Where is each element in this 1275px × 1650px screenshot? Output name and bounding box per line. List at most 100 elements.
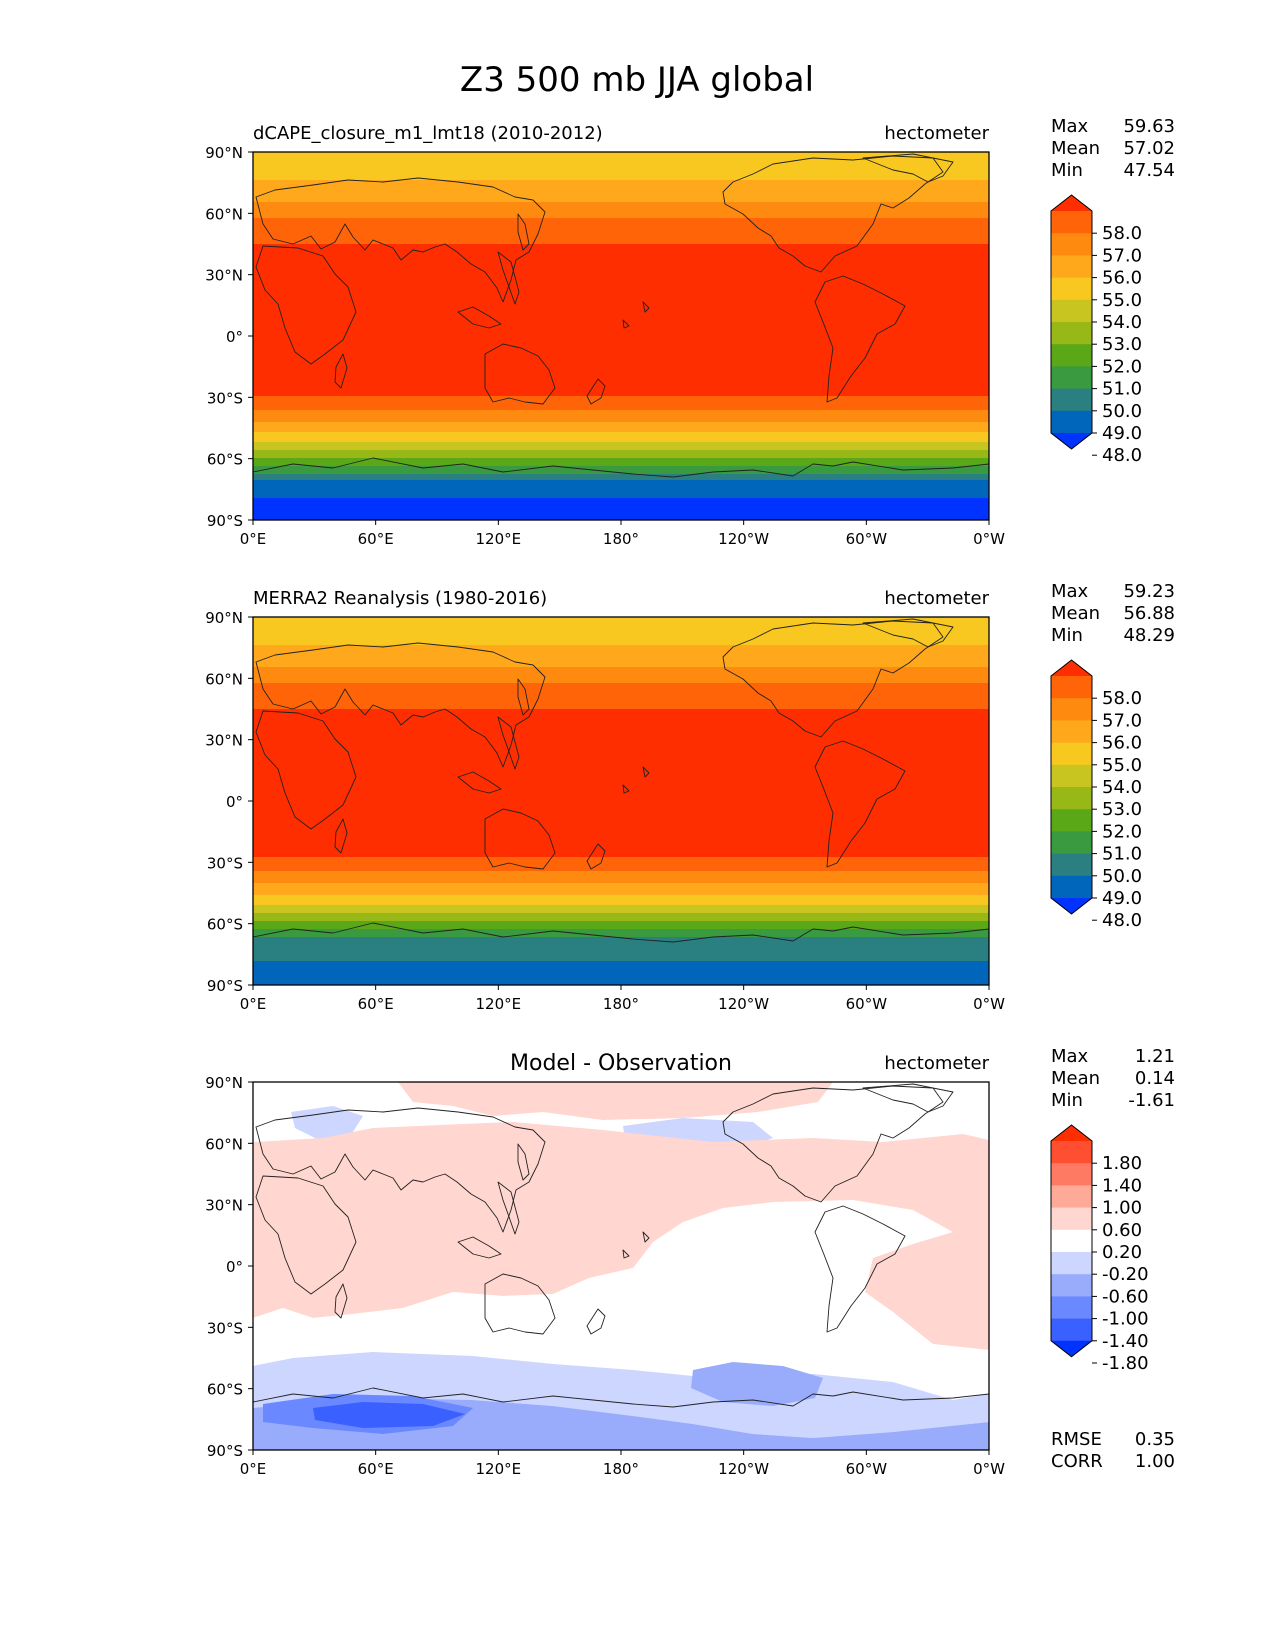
colorbar-extend-min bbox=[1051, 1340, 1092, 1357]
colorbar-segment bbox=[1051, 277, 1092, 301]
stat-label: RMSE bbox=[1051, 1429, 1102, 1450]
x-tick-label: 0°E bbox=[240, 1460, 267, 1478]
stat-value: 1.21 bbox=[1135, 1046, 1175, 1067]
colorbar-segment bbox=[1051, 676, 1092, 699]
y-tick-label: 30°S bbox=[207, 854, 243, 872]
colorbar-tick-label: 57.0 bbox=[1102, 245, 1142, 266]
colorbar: 48.049.050.051.052.053.054.055.056.057.0… bbox=[1050, 194, 1142, 466]
colorbar-tick-label: -1.80 bbox=[1102, 1353, 1149, 1374]
colorbar-segment bbox=[1051, 1185, 1092, 1209]
y-tick-label: 90°S bbox=[207, 512, 243, 530]
contour-band bbox=[253, 709, 989, 858]
map-panel-2: MERRA2 Reanalysis (1980-2016) hectometer 0… bbox=[205, 581, 1175, 1013]
colorbar-extend-max bbox=[1051, 660, 1092, 676]
stat-label: Max bbox=[1051, 116, 1089, 137]
contour-band bbox=[253, 218, 989, 245]
colorbar-segment bbox=[1051, 388, 1092, 412]
map-panel-1: dCAPE_closure_m1_lmt18 (2010-2012) hectom… bbox=[205, 116, 1175, 548]
panel-title: dCAPE_closure_m1_lmt18 (2010-2012) bbox=[253, 123, 603, 144]
stat-value: 0.35 bbox=[1135, 1429, 1175, 1450]
stat-value: 57.02 bbox=[1123, 138, 1175, 159]
x-tick-label: 120°E bbox=[476, 1460, 522, 1478]
stat-label: Min bbox=[1051, 625, 1083, 646]
colorbar-segment bbox=[1051, 1296, 1092, 1320]
colorbar-extend-max bbox=[1051, 195, 1092, 211]
contour-band bbox=[253, 667, 989, 684]
colorbar-tick-label: 48.0 bbox=[1102, 910, 1142, 931]
stat-value: 1.00 bbox=[1135, 1451, 1175, 1472]
y-tick-label: 90°N bbox=[205, 609, 243, 627]
colorbar-tick-label: 0.60 bbox=[1102, 1220, 1142, 1241]
contour-band bbox=[253, 422, 989, 433]
colorbar-segment bbox=[1051, 809, 1092, 832]
colorbar-tick-label: 53.0 bbox=[1102, 334, 1142, 355]
contour-band bbox=[253, 617, 989, 646]
colorbar-segment bbox=[1051, 698, 1092, 721]
colorbar-segment bbox=[1051, 1163, 1092, 1186]
y-tick-label: 30°N bbox=[205, 267, 243, 285]
contour-band bbox=[253, 410, 989, 423]
colorbar-tick-label: 49.0 bbox=[1102, 888, 1142, 909]
colorbar-tick-label: 51.0 bbox=[1102, 379, 1142, 400]
y-tick-label: 60°S bbox=[207, 451, 243, 469]
y-tick-label: 60°S bbox=[207, 916, 243, 934]
contour-band bbox=[253, 905, 989, 914]
stat-label: Min bbox=[1051, 160, 1083, 181]
y-tick-label: 60°N bbox=[205, 1135, 243, 1153]
colorbar-segment bbox=[1051, 831, 1092, 855]
y-tick-label: 60°S bbox=[207, 1381, 243, 1399]
x-tick-label: 0°W bbox=[973, 530, 1005, 548]
colorbar-tick-label: 56.0 bbox=[1102, 733, 1142, 754]
colorbar: -1.80-1.40-1.00-0.60-0.200.200.601.001.4… bbox=[1050, 1124, 1149, 1374]
colorbar-segment bbox=[1051, 1141, 1092, 1164]
stat-label: Mean bbox=[1051, 138, 1100, 159]
colorbar-segment bbox=[1051, 764, 1092, 788]
contour-band bbox=[253, 498, 989, 521]
map-area bbox=[252, 616, 990, 986]
contour-band bbox=[253, 883, 989, 896]
colorbar-segment bbox=[1051, 366, 1092, 390]
colorbar-segment bbox=[1051, 1274, 1092, 1297]
map-area bbox=[252, 151, 990, 521]
colorbar-tick-label: 1.00 bbox=[1102, 1198, 1142, 1219]
stat-label: Min bbox=[1051, 1090, 1083, 1111]
x-tick-label: 60°W bbox=[846, 530, 888, 548]
x-tick-label: 0°W bbox=[973, 995, 1005, 1013]
contour-band bbox=[253, 961, 989, 986]
colorbar-tick-label: 52.0 bbox=[1102, 821, 1142, 842]
contour-band bbox=[253, 857, 989, 872]
colorbar-tick-label: 48.0 bbox=[1102, 445, 1142, 466]
stat-value: 56.88 bbox=[1123, 603, 1175, 624]
colorbar-tick-label: 54.0 bbox=[1102, 312, 1142, 333]
x-tick-label: 180° bbox=[603, 1460, 639, 1478]
contour-band bbox=[253, 937, 989, 962]
contour-band bbox=[253, 442, 989, 451]
contour-band bbox=[253, 396, 989, 411]
colorbar-tick-label: 52.0 bbox=[1102, 356, 1142, 377]
colorbar-segment bbox=[1051, 875, 1092, 899]
x-tick-label: 60°W bbox=[846, 1460, 888, 1478]
y-tick-label: 0° bbox=[226, 328, 243, 346]
y-tick-label: 90°N bbox=[205, 144, 243, 162]
colorbar-segment bbox=[1051, 853, 1092, 877]
stat-label: Mean bbox=[1051, 603, 1100, 624]
colorbar-tick-label: -1.40 bbox=[1102, 1331, 1149, 1352]
y-tick-label: 30°N bbox=[205, 732, 243, 750]
contour-band bbox=[253, 929, 989, 938]
contour-band bbox=[253, 458, 989, 467]
colorbar: 48.049.050.051.052.053.054.055.056.057.0… bbox=[1050, 659, 1142, 931]
stat-label: CORR bbox=[1051, 1451, 1103, 1472]
x-tick-label: 180° bbox=[603, 530, 639, 548]
stat-value: -1.61 bbox=[1128, 1090, 1175, 1111]
contour-band bbox=[253, 474, 989, 481]
colorbar-segment bbox=[1051, 1318, 1092, 1342]
contour-band bbox=[253, 921, 989, 930]
contour-band bbox=[253, 913, 989, 922]
colorbar-tick-label: 54.0 bbox=[1102, 777, 1142, 798]
colorbar-segment bbox=[1051, 720, 1092, 744]
colorbar-segment bbox=[1051, 299, 1092, 323]
colorbar-tick-label: 1.40 bbox=[1102, 1175, 1142, 1196]
figure-title: Z3 500 mb JJA global bbox=[460, 60, 814, 100]
colorbar-tick-label: 57.0 bbox=[1102, 710, 1142, 731]
colorbar-tick-label: 56.0 bbox=[1102, 268, 1142, 289]
